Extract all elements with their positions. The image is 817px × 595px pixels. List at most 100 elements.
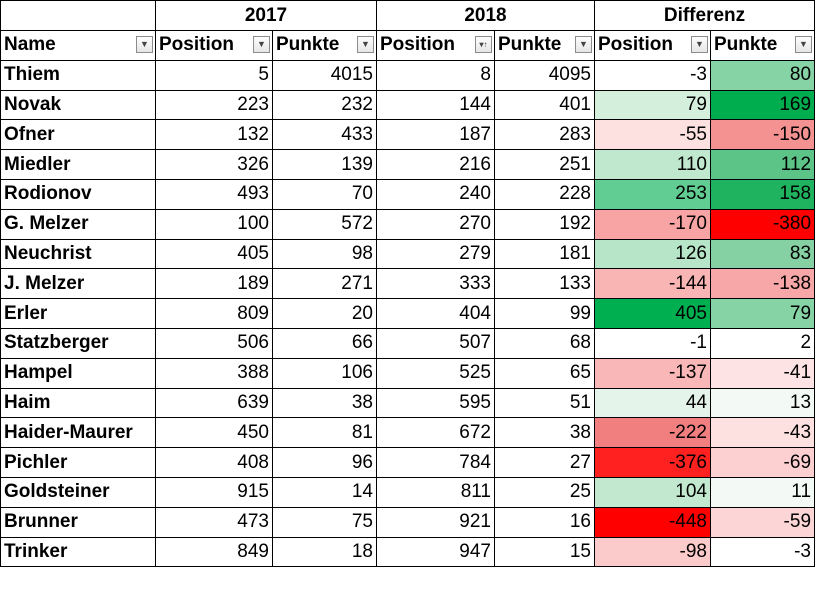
punkte-2018-cell[interactable]: 51 [494, 387, 595, 419]
position-2018-cell[interactable]: 595 [376, 387, 495, 419]
position-2017-cell[interactable]: 408 [155, 447, 273, 478]
player-name-cell[interactable]: Neuchrist [0, 238, 156, 270]
position-2017-cell[interactable]: 132 [155, 119, 273, 151]
punkte-differenz-cell[interactable]: -380 [709, 208, 816, 240]
player-name-cell[interactable]: Novak [0, 89, 156, 121]
position-differenz-cell[interactable]: -222 [594, 417, 711, 449]
punkte-2017-cell[interactable]: 106 [272, 357, 377, 389]
position-2017-cell[interactable]: 849 [155, 536, 273, 568]
punkte-2018-cell[interactable]: 27 [494, 447, 595, 478]
punkte-differenz-cell[interactable]: 13 [709, 387, 816, 419]
header-punkte-2018[interactable]: Punkte ▼ [494, 30, 595, 61]
position-2018-cell[interactable]: 525 [376, 357, 495, 389]
punkte-differenz-cell[interactable]: 112 [709, 149, 816, 180]
position-differenz-cell[interactable]: 110 [594, 149, 711, 180]
player-name-cell[interactable]: Hampel [0, 357, 156, 389]
position-2018-cell[interactable]: 279 [376, 238, 495, 270]
punkte-2017-cell[interactable]: 4015 [272, 59, 377, 91]
header-position-2017[interactable]: Position ▼ [155, 30, 273, 61]
player-name-cell[interactable]: Thiem [0, 59, 156, 91]
punkte-differenz-cell[interactable]: -3 [709, 536, 816, 568]
header-position-2018[interactable]: Position ▾↑ [376, 30, 495, 61]
position-2018-cell[interactable]: 144 [376, 89, 495, 121]
position-2018-cell[interactable]: 216 [376, 149, 495, 180]
punkte-2018-cell[interactable]: 16 [494, 506, 595, 538]
punkte-2017-cell[interactable]: 38 [272, 387, 377, 419]
player-name-cell[interactable]: Brunner [0, 506, 156, 538]
player-name-cell[interactable]: Pichler [0, 447, 156, 478]
position-2017-cell[interactable]: 506 [155, 327, 273, 359]
position-differenz-cell[interactable]: 253 [594, 178, 711, 210]
punkte-2018-cell[interactable]: 192 [494, 208, 595, 240]
position-differenz-cell[interactable]: -137 [594, 357, 711, 389]
filter-dropdown-icon[interactable]: ▼ [575, 36, 592, 53]
punkte-differenz-cell[interactable]: -138 [709, 268, 816, 300]
punkte-2017-cell[interactable]: 14 [272, 476, 377, 508]
filter-dropdown-icon[interactable]: ▼ [795, 36, 813, 53]
position-2018-cell[interactable]: 240 [376, 178, 495, 210]
position-2018-cell[interactable]: 404 [376, 298, 495, 329]
position-2017-cell[interactable]: 450 [155, 417, 273, 449]
punkte-2018-cell[interactable]: 15 [494, 536, 595, 568]
header-position-differenz[interactable]: Position ▼ [594, 30, 711, 61]
player-name-cell[interactable]: Statzberger [0, 327, 156, 359]
punkte-2017-cell[interactable]: 20 [272, 298, 377, 329]
player-name-cell[interactable]: Ofner [0, 119, 156, 151]
position-differenz-cell[interactable]: 405 [594, 298, 711, 329]
position-differenz-cell[interactable]: -98 [594, 536, 711, 568]
punkte-2017-cell[interactable]: 98 [272, 238, 377, 270]
punkte-2018-cell[interactable]: 133 [494, 268, 595, 300]
punkte-differenz-cell[interactable]: 158 [709, 178, 816, 210]
filter-dropdown-icon[interactable]: ▼ [253, 36, 270, 53]
position-differenz-cell[interactable]: 79 [594, 89, 711, 121]
punkte-differenz-cell[interactable]: -150 [709, 119, 816, 151]
punkte-differenz-cell[interactable]: 79 [709, 298, 816, 329]
position-2018-cell[interactable]: 507 [376, 327, 495, 359]
group-differenz[interactable]: Differenz [593, 0, 816, 31]
position-2017-cell[interactable]: 493 [155, 178, 273, 210]
punkte-2018-cell[interactable]: 65 [494, 357, 595, 389]
position-2017-cell[interactable]: 915 [155, 476, 273, 508]
player-name-cell[interactable]: Trinker [0, 536, 156, 568]
position-2018-cell[interactable]: 784 [376, 447, 495, 478]
punkte-2018-cell[interactable]: 68 [494, 327, 595, 359]
position-2017-cell[interactable]: 223 [155, 89, 273, 121]
empty-corner-cell[interactable] [0, 0, 156, 31]
punkte-2017-cell[interactable]: 139 [272, 149, 377, 180]
position-2017-cell[interactable]: 639 [155, 387, 273, 419]
punkte-2018-cell[interactable]: 38 [494, 417, 595, 449]
punkte-2018-cell[interactable]: 181 [494, 238, 595, 270]
punkte-2018-cell[interactable]: 99 [494, 298, 595, 329]
punkte-2018-cell[interactable]: 228 [494, 178, 595, 210]
position-differenz-cell[interactable]: -448 [594, 506, 711, 538]
position-2017-cell[interactable]: 326 [155, 149, 273, 180]
player-name-cell[interactable]: Erler [0, 298, 156, 329]
punkte-2017-cell[interactable]: 18 [272, 536, 377, 568]
punkte-2017-cell[interactable]: 96 [272, 447, 377, 478]
position-differenz-cell[interactable]: 126 [594, 238, 711, 270]
position-2018-cell[interactable]: 947 [376, 536, 495, 568]
position-differenz-cell[interactable]: -144 [594, 268, 711, 300]
punkte-differenz-cell[interactable]: 80 [709, 59, 816, 91]
punkte-2017-cell[interactable]: 572 [272, 208, 377, 240]
punkte-2017-cell[interactable]: 75 [272, 506, 377, 538]
player-name-cell[interactable]: Rodionov [0, 178, 156, 210]
header-name[interactable]: Name ▼ [0, 30, 156, 61]
position-differenz-cell[interactable]: -170 [594, 208, 711, 240]
position-2017-cell[interactable]: 388 [155, 357, 273, 389]
punkte-2018-cell[interactable]: 25 [494, 476, 595, 508]
punkte-2017-cell[interactable]: 70 [272, 178, 377, 210]
punkte-differenz-cell[interactable]: -43 [709, 417, 816, 449]
player-name-cell[interactable]: Goldsteiner [0, 476, 156, 508]
group-2018[interactable]: 2018 [376, 0, 595, 31]
filter-dropdown-icon[interactable]: ▼ [691, 36, 708, 53]
punkte-2017-cell[interactable]: 232 [272, 89, 377, 121]
sort-ascending-filter-icon[interactable]: ▾↑ [475, 36, 492, 53]
position-2017-cell[interactable]: 100 [155, 208, 273, 240]
position-2018-cell[interactable]: 187 [376, 119, 495, 151]
punkte-2017-cell[interactable]: 433 [272, 119, 377, 151]
position-2018-cell[interactable]: 811 [376, 476, 495, 508]
punkte-2018-cell[interactable]: 251 [494, 149, 595, 180]
position-differenz-cell[interactable]: -3 [594, 59, 711, 91]
punkte-2018-cell[interactable]: 4095 [494, 59, 595, 91]
